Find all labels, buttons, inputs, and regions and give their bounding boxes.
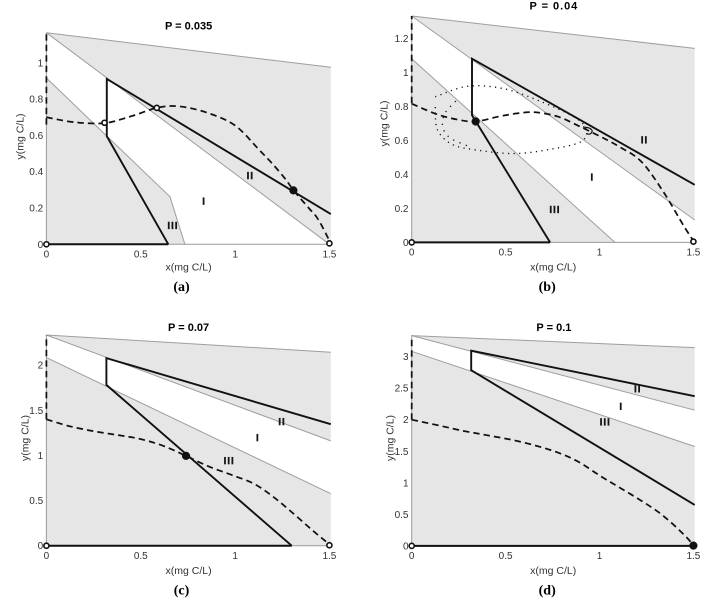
svg-text:0.6: 0.6 (395, 136, 409, 147)
svg-text:0.6: 0.6 (29, 131, 43, 142)
svg-text:2.5: 2.5 (395, 384, 409, 395)
svg-text:P = 0.035: P = 0.035 (165, 21, 212, 33)
svg-text:0: 0 (403, 238, 409, 249)
svg-text:1.5: 1.5 (322, 551, 336, 562)
svg-text:0.8: 0.8 (29, 95, 43, 106)
svg-text:1: 1 (403, 478, 409, 489)
svg-text:0: 0 (44, 250, 50, 261)
svg-text:0.5: 0.5 (395, 510, 409, 521)
svg-text:0.2: 0.2 (29, 204, 43, 215)
svg-text:1.5: 1.5 (29, 406, 43, 417)
svg-text:1.5: 1.5 (686, 248, 700, 259)
svg-text:0.5: 0.5 (134, 551, 148, 562)
svg-text:(a): (a) (173, 280, 190, 295)
svg-text:0.5: 0.5 (134, 250, 148, 261)
svg-text:0: 0 (38, 240, 44, 251)
svg-text:1.5: 1.5 (322, 250, 336, 261)
svg-text:y(mg C/L): y(mg C/L) (14, 113, 26, 159)
svg-text:0: 0 (38, 541, 44, 552)
svg-text:1.5: 1.5 (686, 551, 700, 562)
svg-text:1: 1 (597, 248, 603, 259)
svg-text:(d): (d) (539, 584, 556, 599)
svg-text:1: 1 (38, 58, 44, 69)
svg-text:0.8: 0.8 (395, 102, 409, 113)
svg-text:0: 0 (409, 248, 415, 259)
svg-text:0.4: 0.4 (395, 170, 409, 181)
svg-text:2: 2 (38, 361, 44, 372)
svg-text:1: 1 (403, 68, 409, 79)
svg-text:2: 2 (403, 415, 409, 426)
svg-text:0: 0 (403, 541, 409, 552)
svg-text:P = 0.07: P = 0.07 (168, 322, 209, 334)
svg-text:P = 0.04: P = 0.04 (530, 1, 579, 13)
svg-text:1: 1 (232, 250, 238, 261)
svg-text:P = 0.1: P = 0.1 (536, 322, 571, 334)
svg-text:3: 3 (403, 352, 409, 363)
svg-text:0.4: 0.4 (29, 167, 43, 178)
svg-text:y(mg C/L): y(mg C/L) (378, 100, 390, 146)
svg-text:(c): (c) (174, 584, 190, 599)
svg-text:x(mg C/L): x(mg C/L) (530, 565, 576, 577)
svg-text:(b): (b) (539, 280, 556, 295)
svg-text:x(mg C/L): x(mg C/L) (530, 261, 576, 273)
svg-text:0.5: 0.5 (499, 551, 513, 562)
svg-text:y(mg C/L): y(mg C/L) (384, 415, 396, 461)
svg-text:1: 1 (597, 551, 603, 562)
svg-text:1: 1 (232, 551, 238, 562)
svg-text:x(mg C/L): x(mg C/L) (166, 565, 212, 577)
svg-text:0.5: 0.5 (29, 496, 43, 507)
svg-text:0: 0 (409, 551, 415, 562)
svg-text:1.2: 1.2 (395, 34, 409, 45)
svg-text:1.5: 1.5 (395, 447, 409, 458)
svg-text:x(mg C/L): x(mg C/L) (166, 261, 212, 273)
svg-text:0.5: 0.5 (499, 248, 513, 259)
svg-text:0: 0 (44, 551, 50, 562)
svg-text:y(mg C/L): y(mg C/L) (19, 415, 31, 461)
svg-text:0.2: 0.2 (395, 204, 409, 215)
svg-text:1: 1 (38, 451, 44, 462)
